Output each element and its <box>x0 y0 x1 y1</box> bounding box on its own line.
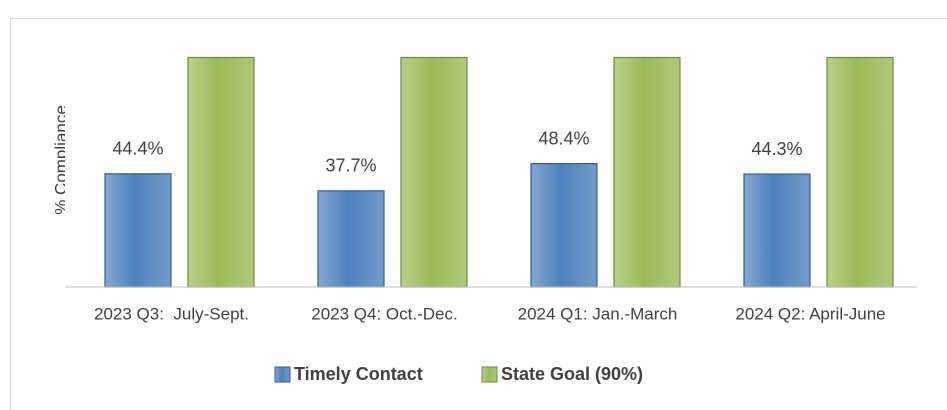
x-tick-label: 2023 Q3: July-Sept. <box>94 304 249 323</box>
bar <box>187 56 255 288</box>
legend-swatch <box>481 366 498 383</box>
data-label: 44.4% <box>112 139 163 159</box>
bar <box>530 162 598 288</box>
x-tick-label: 2024 Q1: Jan.-March <box>518 304 678 323</box>
bar <box>400 56 468 288</box>
data-label: 48.4% <box>538 128 589 148</box>
legend-label: State Goal (90%) <box>501 364 643 384</box>
legend-swatch <box>274 366 291 383</box>
bar <box>826 56 894 288</box>
x-tick-label: 2023 Q4: Oct.-Dec. <box>311 304 457 323</box>
bar <box>104 173 172 288</box>
bar <box>743 173 811 288</box>
data-label: 44.3% <box>751 139 802 159</box>
data-label: 37.7% <box>325 156 376 176</box>
bar <box>613 56 681 288</box>
bar <box>317 190 385 288</box>
x-tick-label: 2024 Q2: April-June <box>735 304 885 323</box>
legend-label: Timely Contact <box>294 364 423 384</box>
